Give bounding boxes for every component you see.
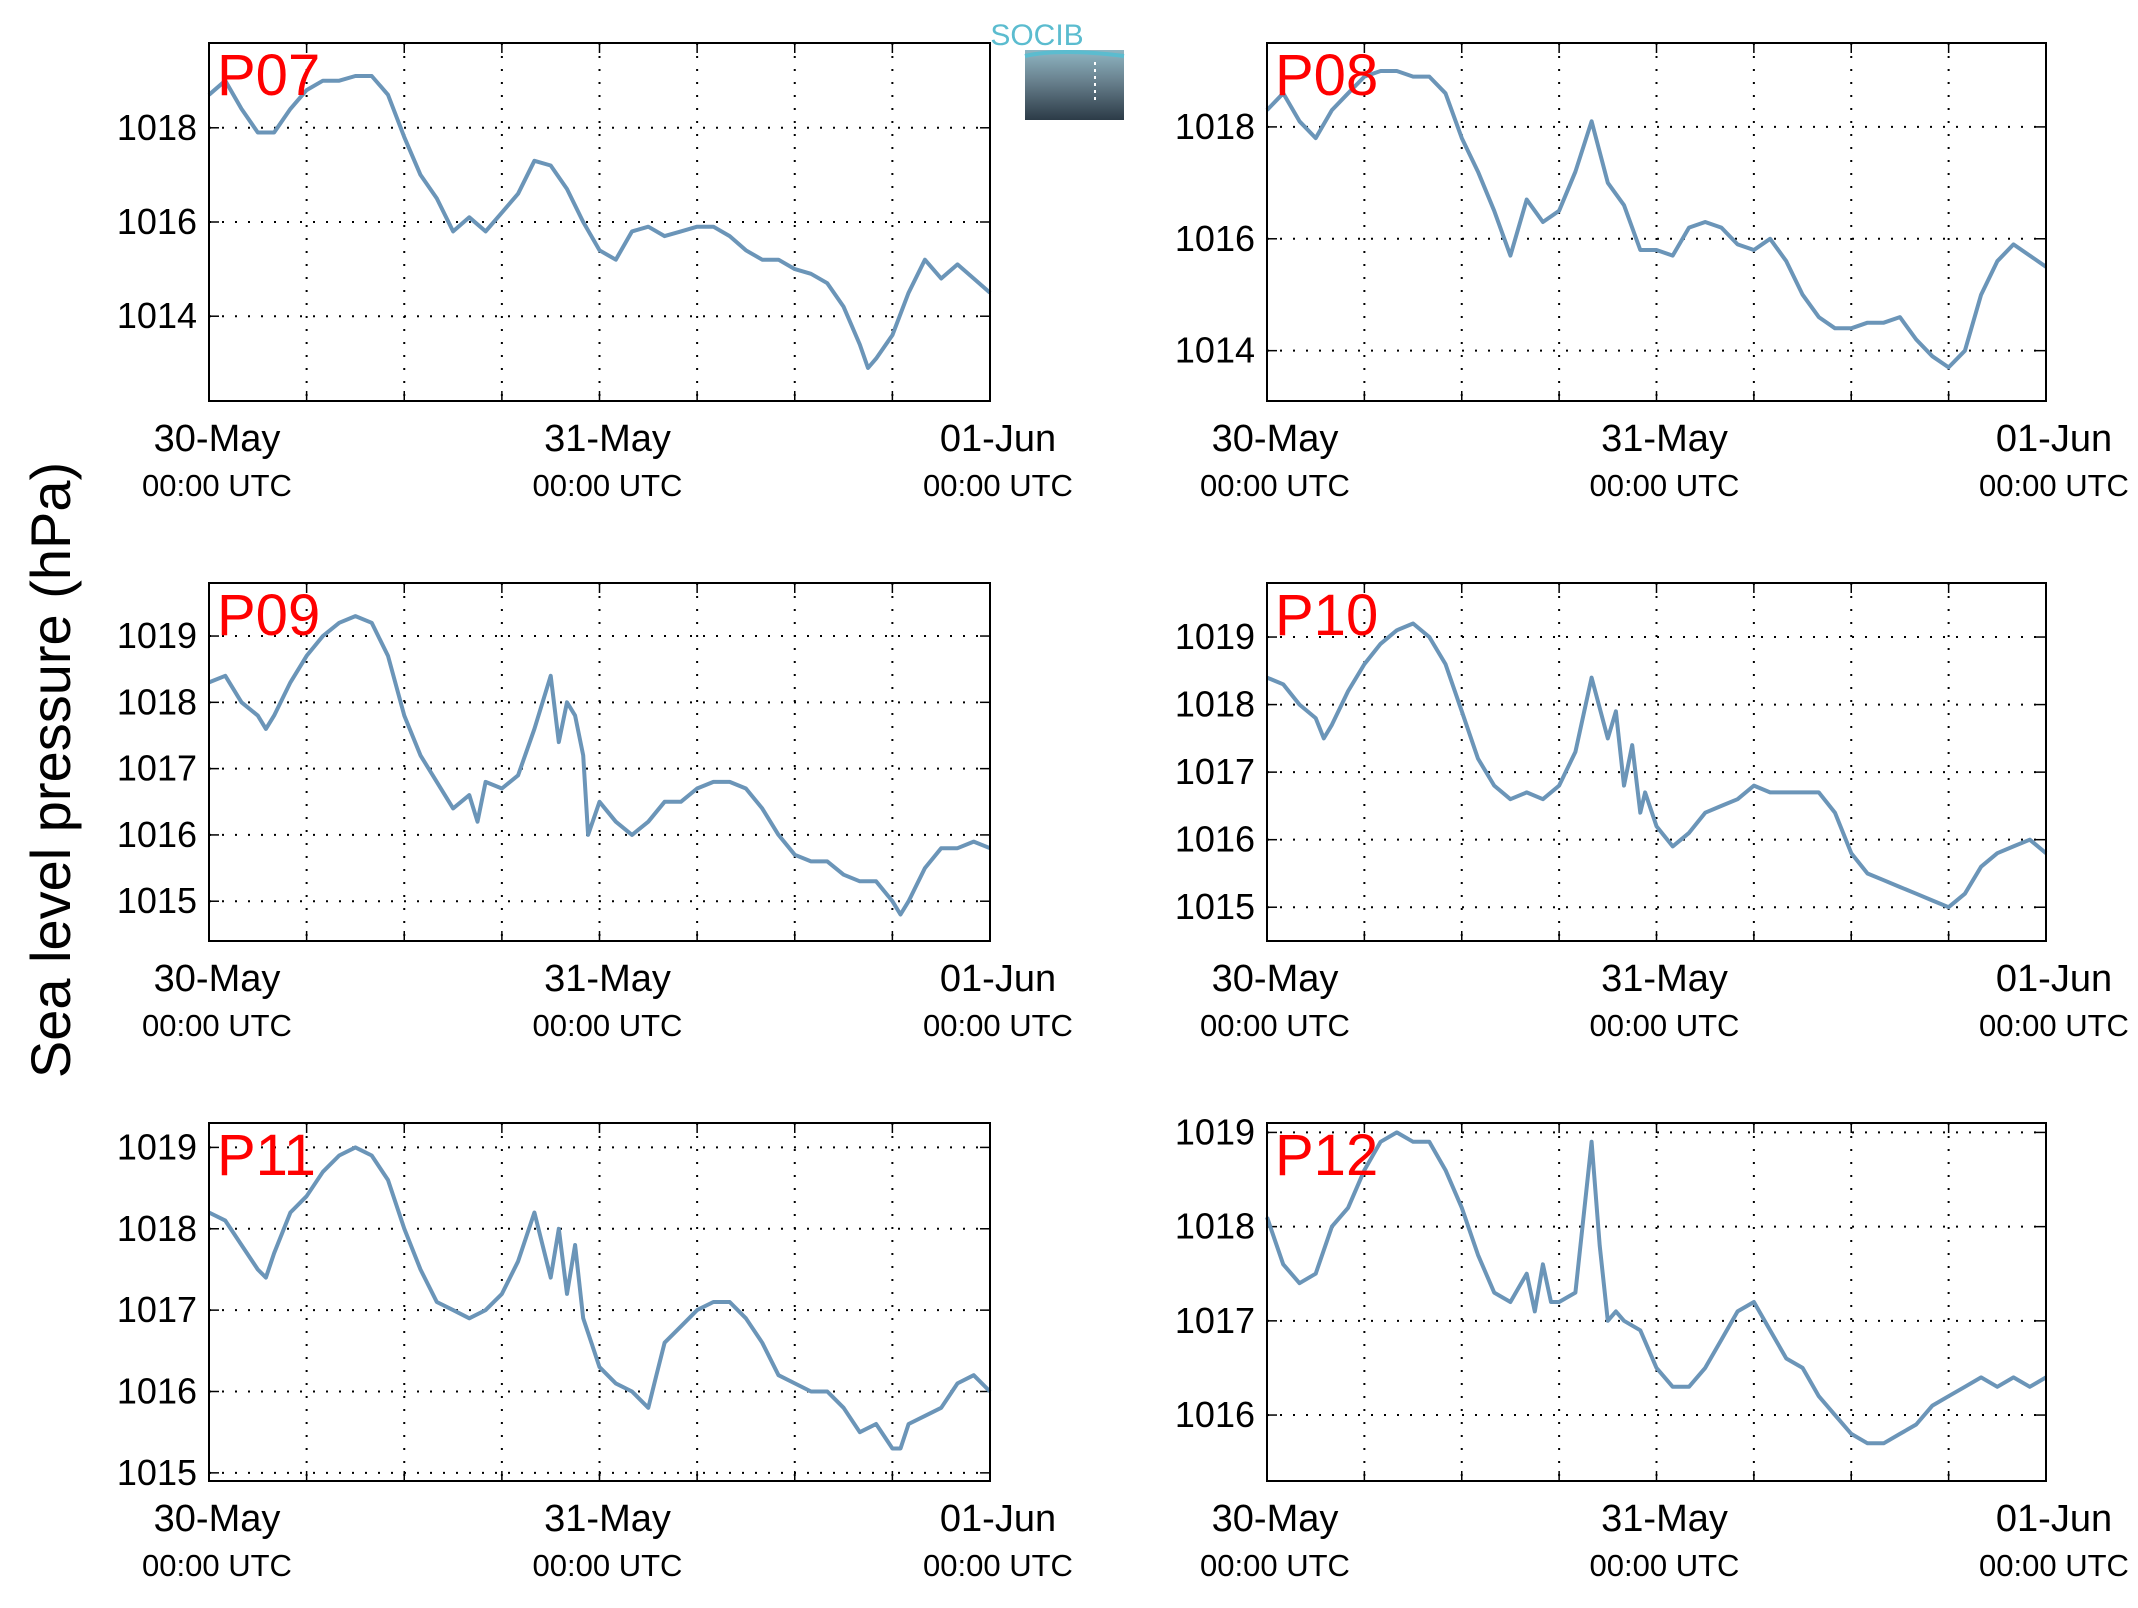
x-tick-date: 30-May <box>154 1498 281 1540</box>
y-tick-label: 1014 <box>1175 330 1255 371</box>
y-axis-label: Sea level pressure (hPa) <box>19 462 82 1078</box>
x-tick-time: 00:00 UTC <box>533 468 683 503</box>
axes-frame <box>208 42 991 402</box>
y-tick-label: 1018 <box>117 681 197 722</box>
y-tick-label: 1018 <box>117 1208 197 1249</box>
x-tick-time: 00:00 UTC <box>142 1008 292 1043</box>
y-tick-label: 1017 <box>117 1289 197 1330</box>
y-tick-label: 1016 <box>117 1371 197 1412</box>
x-tick-time: 00:00 UTC <box>533 1548 683 1583</box>
y-tick-label: 1016 <box>117 201 197 242</box>
x-tick-time: 00:00 UTC <box>923 1008 1073 1043</box>
x-tick-date: 30-May <box>1212 1498 1339 1540</box>
axes-frame <box>208 1122 991 1482</box>
x-tick-date: 30-May <box>154 958 281 1000</box>
panel-p08: 1014 1016 1018 P08 30-May 00:00 UTC 31-May 00:0… <box>1175 42 2129 503</box>
x-tick-date: 01-Jun <box>940 958 1056 1000</box>
logo-text: SOCIB <box>990 19 1083 52</box>
y-tick-label: 1017 <box>1175 1300 1255 1341</box>
y-tick-label: 1016 <box>1175 819 1255 860</box>
x-tick-date: 31-May <box>544 1498 671 1540</box>
panel-p12: 1016 1017 1018 1019 P12 30-May 00:00 UTC 31-May… <box>1175 1111 2129 1583</box>
x-tick-time: 00:00 UTC <box>142 468 292 503</box>
panel-label: P10 <box>1275 583 1378 648</box>
y-tick-label: 1016 <box>1175 1394 1255 1435</box>
x-tick-date: 31-May <box>1601 1498 1728 1540</box>
x-tick-time: 00:00 UTC <box>1200 1548 1350 1583</box>
y-tick-label: 1019 <box>117 615 197 656</box>
x-tick-time: 00:00 UTC <box>1200 1008 1350 1043</box>
y-tick-label: 1017 <box>117 748 197 789</box>
y-tick-label: 1015 <box>117 1452 197 1493</box>
axes-frame <box>1266 42 2047 402</box>
panel-label: P08 <box>1275 43 1378 108</box>
x-tick-time: 00:00 UTC <box>1590 1548 1740 1583</box>
x-tick-time: 00:00 UTC <box>1200 468 1350 503</box>
series-line <box>208 614 991 917</box>
series-line <box>1266 621 2048 910</box>
series-line <box>208 1145 992 1451</box>
y-tick-label: 1014 <box>117 295 197 336</box>
x-tick-date: 31-May <box>1601 958 1728 1000</box>
x-tick-date: 01-Jun <box>1996 1498 2112 1540</box>
y-tick-label: 1016 <box>1175 218 1255 259</box>
series-line <box>207 74 992 370</box>
panel-label: P07 <box>217 43 320 108</box>
logo-wave <box>1025 50 1124 120</box>
x-tick-date: 31-May <box>544 418 671 460</box>
y-tick-label: 1015 <box>117 880 197 921</box>
x-tick-time: 00:00 UTC <box>1979 468 2129 503</box>
panel-label: P09 <box>217 583 320 648</box>
x-tick-date: 31-May <box>1601 418 1728 460</box>
panel-label: P12 <box>1275 1123 1378 1188</box>
x-tick-time: 00:00 UTC <box>1590 1008 1740 1043</box>
axes-frame <box>1266 582 2047 942</box>
y-tick-label: 1018 <box>1175 1206 1255 1247</box>
axes-frame <box>208 582 991 942</box>
socib-logo: SOCIB <box>990 19 1125 120</box>
y-tick-label: 1018 <box>1175 106 1255 147</box>
x-tick-date: 30-May <box>154 418 281 460</box>
x-tick-time: 00:00 UTC <box>923 468 1073 503</box>
x-tick-time: 00:00 UTC <box>533 1008 683 1043</box>
x-tick-time: 00:00 UTC <box>142 1548 292 1583</box>
x-tick-date: 30-May <box>1212 958 1339 1000</box>
x-tick-time: 00:00 UTC <box>1979 1008 2129 1043</box>
x-tick-date: 01-Jun <box>940 418 1056 460</box>
x-tick-time: 00:00 UTC <box>1979 1548 2129 1583</box>
x-tick-date: 01-Jun <box>940 1498 1056 1540</box>
panel-p09: 1015 1016 1017 1018 1019 P09 30-May 00:00 UTC 31… <box>117 582 1073 1043</box>
y-tick-label: 1019 <box>1175 1111 1255 1152</box>
x-tick-date: 31-May <box>544 958 671 1000</box>
y-tick-label: 1016 <box>117 814 197 855</box>
y-tick-label: 1018 <box>1175 684 1255 725</box>
y-tick-label: 1018 <box>117 107 197 148</box>
x-tick-time: 00:00 UTC <box>923 1548 1073 1583</box>
axes-frame <box>1266 1122 2047 1482</box>
y-tick-label: 1019 <box>117 1126 197 1167</box>
x-tick-date: 30-May <box>1212 418 1339 460</box>
panel-p07: 1014 1016 1018 P07 30-May 00:00 UTC 31-May 00:0… <box>117 42 1073 503</box>
panel-p10: 1015 1016 1017 1018 1019 P10 30-May 00:00 UTC 31… <box>1175 582 2129 1043</box>
y-tick-label: 1017 <box>1175 751 1255 792</box>
x-tick-date: 01-Jun <box>1996 958 2112 1000</box>
x-tick-date: 01-Jun <box>1996 418 2112 460</box>
x-tick-time: 00:00 UTC <box>1590 468 1740 503</box>
panel-p11: 1015 1016 1017 1018 1019 P11 30-May 00:00 UTC 31… <box>117 1122 1073 1583</box>
y-tick-label: 1015 <box>1175 886 1255 927</box>
series-line <box>1265 1130 2048 1446</box>
panel-label: P11 <box>217 1123 316 1188</box>
series-line <box>1265 69 2048 370</box>
y-tick-label: 1019 <box>1175 616 1255 657</box>
